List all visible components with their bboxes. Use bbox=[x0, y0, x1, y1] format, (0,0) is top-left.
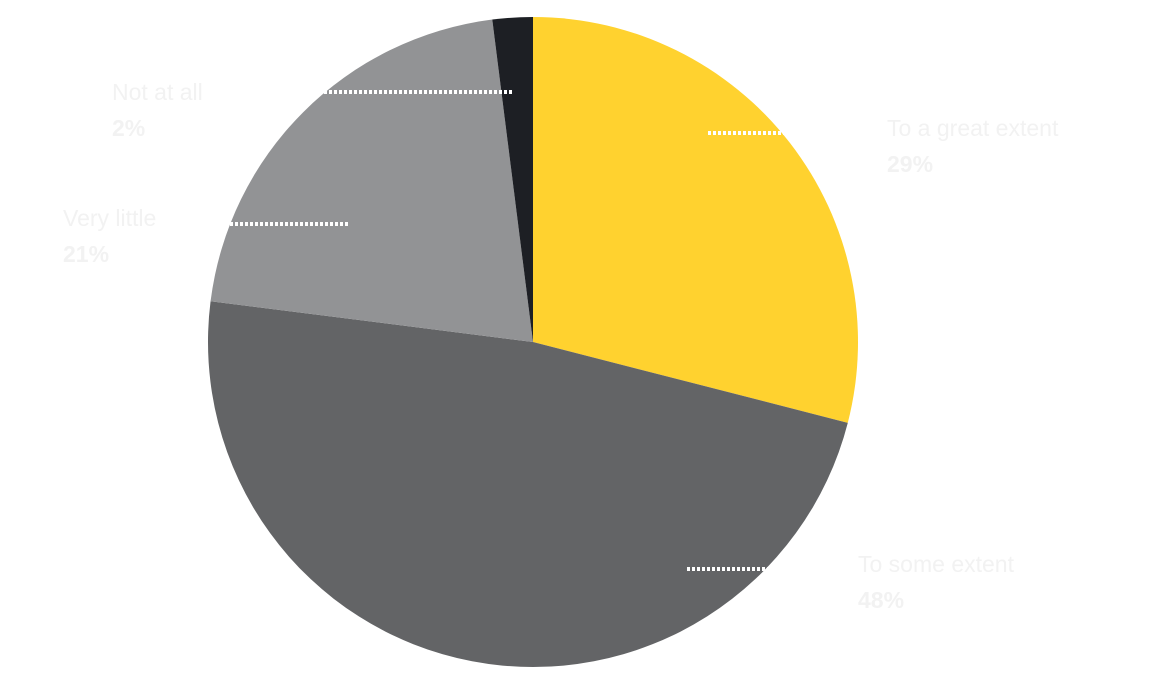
slice-label-very-little: Very little bbox=[63, 205, 156, 231]
slice-label-to-a-great-extent: To a great extent bbox=[887, 115, 1059, 141]
slice-labels: To a great extent 29% To some extent 48%… bbox=[63, 79, 1059, 613]
leader-lines bbox=[200, 90, 858, 571]
slice-value-to-some-extent: 48% bbox=[858, 587, 904, 613]
slice-value-not-at-all: 2% bbox=[112, 115, 145, 141]
pie-slice-to-some-extent bbox=[207, 301, 848, 668]
pie-slice-to-a-great-extent bbox=[533, 17, 858, 423]
slice-value-very-little: 21% bbox=[63, 241, 109, 267]
pie-slice-not-at-all bbox=[492, 17, 533, 342]
pie-slices bbox=[207, 17, 858, 668]
pie-slice-very-little bbox=[210, 19, 533, 343]
slice-value-to-a-great-extent: 29% bbox=[887, 151, 933, 177]
slice-label-to-some-extent: To some extent bbox=[858, 551, 1015, 577]
slice-label-not-at-all: Not at all bbox=[112, 79, 203, 105]
